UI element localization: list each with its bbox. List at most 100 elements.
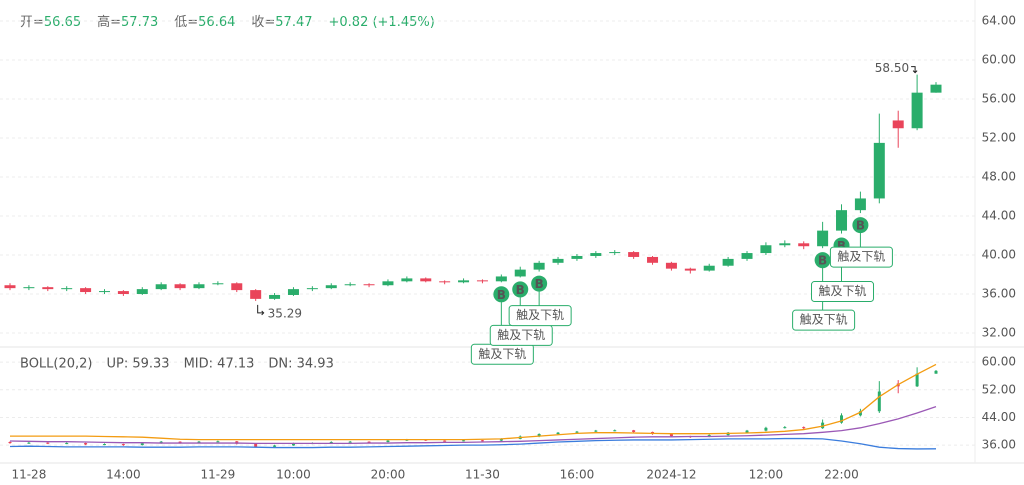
header-value: +0.82 (+1.45%)	[329, 15, 435, 30]
x-tick-label: 11-28	[11, 468, 46, 482]
mini-candle-body	[329, 442, 333, 444]
y-tick-label: 36.00	[982, 438, 1016, 452]
candle-body	[760, 245, 772, 254]
header-label: 低=	[174, 15, 198, 30]
candle-body	[533, 262, 545, 270]
candle-body	[722, 258, 734, 266]
candle-body	[363, 284, 375, 286]
x-tick-label: 14:00	[106, 468, 141, 482]
y-tick-label: 36.00	[982, 287, 1016, 301]
signal-mark: B	[516, 283, 525, 297]
header-value: 56.64	[198, 15, 235, 30]
candle-body	[779, 243, 791, 246]
mini-candle-body	[575, 431, 579, 433]
x-tick-label: 10:00	[276, 468, 311, 482]
x-tick-label: 12:00	[749, 468, 784, 482]
mini-candle-body	[537, 434, 541, 437]
mini-candle-body	[84, 443, 88, 445]
candle-body	[930, 84, 942, 93]
signal-box	[792, 309, 856, 331]
signal-mark: B	[497, 288, 506, 302]
header-value: 56.65	[44, 15, 81, 30]
x-tick-label: 2024-12	[646, 468, 696, 482]
header-item: 收=57.47	[251, 15, 312, 30]
signal-mark: B	[818, 254, 827, 268]
candle-body	[401, 278, 413, 282]
mini-candle-body	[915, 373, 919, 387]
signal-marker	[814, 252, 831, 269]
candle-body	[117, 291, 129, 294]
mini-candle-body	[840, 415, 844, 423]
candle-body	[571, 255, 583, 259]
y-tick-label: 60.00	[982, 53, 1016, 67]
max-label: 58.50	[875, 61, 909, 75]
y-tick-label: 60.00	[982, 355, 1016, 369]
candle-body	[212, 283, 224, 285]
mini-candle-body	[348, 441, 352, 443]
mini-candle-body	[934, 370, 938, 374]
candle-body	[193, 284, 205, 289]
candle-body	[647, 256, 659, 263]
legend-entry: DN: 34.93	[268, 357, 333, 372]
y-tick-label: 52.00	[982, 131, 1016, 145]
y-tick-label: 44.00	[982, 410, 1016, 424]
x-tick-label: 20:00	[371, 468, 406, 482]
min-arrow	[257, 304, 265, 316]
header-item: 低=56.64	[174, 15, 235, 30]
candle-body	[4, 285, 16, 289]
candle-body	[836, 210, 848, 231]
mini-candle-body	[877, 391, 881, 412]
signal-box	[508, 305, 572, 327]
candle-body	[136, 289, 148, 294]
signal-mark: B	[535, 277, 544, 291]
candle-body	[287, 289, 299, 295]
mini-candle-body	[669, 434, 673, 437]
x-tick-label: 16:00	[560, 468, 595, 482]
candle-body	[514, 269, 526, 277]
candle-body	[231, 283, 243, 291]
mini-candle-body	[783, 427, 787, 429]
candle-body	[476, 280, 488, 282]
header-label: 开=	[20, 15, 44, 30]
mini-candle-body	[462, 440, 466, 442]
mini-candle-body	[178, 441, 182, 444]
candle-body	[155, 284, 167, 290]
signal-label: 触及下轨	[837, 250, 885, 264]
mini-candle-body	[367, 441, 371, 443]
mini-candle-body	[46, 442, 50, 444]
candle-body	[382, 281, 394, 286]
candle-body	[609, 252, 621, 254]
candle-body	[665, 262, 677, 269]
mini-candle-body	[499, 438, 503, 441]
mini-candle-body	[65, 443, 69, 445]
mini-candle-body	[632, 430, 636, 432]
mini-candle-body	[273, 445, 277, 447]
header-label: 收=	[251, 15, 275, 30]
boll-line	[9, 406, 937, 445]
candle-body	[23, 287, 35, 289]
signal-label: 触及下轨	[800, 313, 848, 327]
boll-line	[10, 363, 937, 441]
candle-body	[269, 294, 281, 299]
mini-candle-body	[8, 442, 12, 444]
candle-body	[741, 253, 753, 259]
x-tick-label: 11-29	[200, 468, 235, 482]
y-tick-label: 32.00	[982, 326, 1016, 340]
candle-body	[458, 280, 470, 283]
mini-candle-body	[613, 430, 617, 432]
mini-candle-body	[802, 427, 806, 429]
max-arrow	[911, 66, 918, 74]
candle-body	[250, 290, 262, 299]
header-value: 57.47	[275, 15, 312, 30]
min-label: 35.29	[268, 306, 302, 320]
mini-candle-body	[821, 422, 825, 429]
signal-marker	[531, 275, 548, 292]
mini-candle-body	[121, 444, 125, 446]
signal-label: 触及下轨	[516, 308, 564, 322]
header-item: +0.82 (+1.45%)	[329, 15, 435, 30]
mini-candle-body	[27, 442, 31, 444]
mini-candle-body	[197, 441, 201, 444]
y-tick-label: 44.00	[982, 209, 1016, 223]
candle-body	[873, 142, 885, 199]
